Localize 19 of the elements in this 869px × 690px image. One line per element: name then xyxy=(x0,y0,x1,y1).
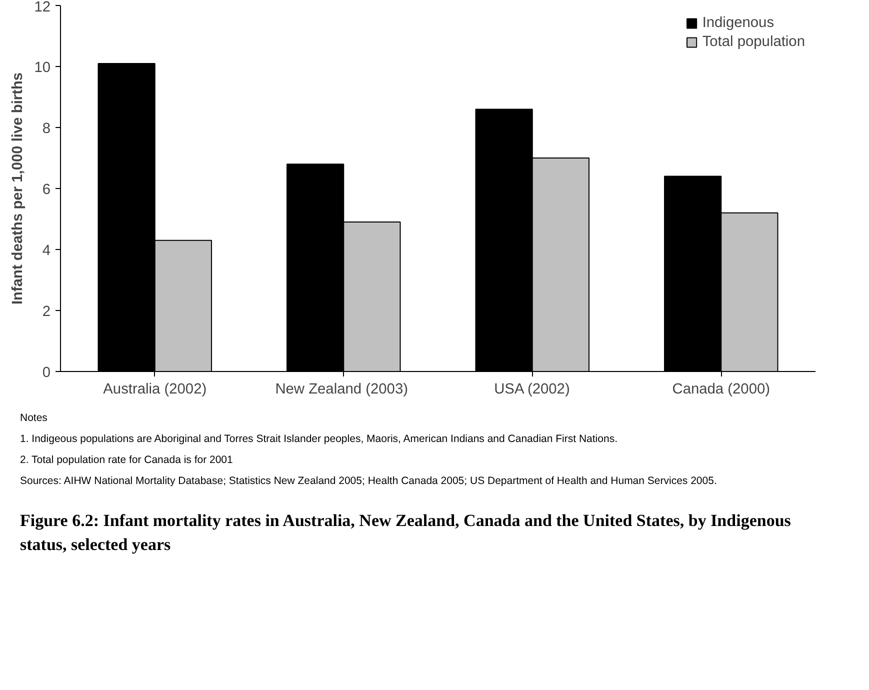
y-tick-label: 4 xyxy=(42,243,51,259)
x-tick-label: Australia (2002) xyxy=(103,382,207,398)
x-tick-label: USA (2002) xyxy=(494,382,570,398)
x-tick-label: New Zealand (2003) xyxy=(275,382,408,398)
source-note: Sources: AIHW National Mortality Database; Statistics New Zealand 2005; Health Canada 2005; US Department of Health and Human Services 2005. xyxy=(20,474,717,489)
y-tick-label: 10 xyxy=(34,60,51,76)
text: Notes xyxy=(20,411,48,426)
legend-label: Indigenous xyxy=(702,15,774,31)
y-tick-label: 0 xyxy=(42,365,51,381)
y-tick-label: 8 xyxy=(42,121,51,137)
x-tick-label: Canada (2000) xyxy=(672,382,770,398)
legend-label: Total population xyxy=(702,34,805,50)
y-tick-label: 6 xyxy=(42,182,51,198)
text: 1. Indigeous populations are Aboriginal and Torres Strait Islander peoples, Maoris, American Indians and Canadian First Nations. xyxy=(20,432,618,447)
y-tick-label: 12 xyxy=(34,0,51,16)
y-tick-label: 2 xyxy=(42,304,51,320)
text: 2. Total population rate for Canada is for 2001 xyxy=(20,453,234,468)
text: Figure 6.2: Infant mortality rates in Australia, New Zealand, Canada and the United States, by Indigenous status, selected years xyxy=(20,510,792,556)
y-axis-title: Infant deaths per 1,000 live births xyxy=(10,72,26,305)
